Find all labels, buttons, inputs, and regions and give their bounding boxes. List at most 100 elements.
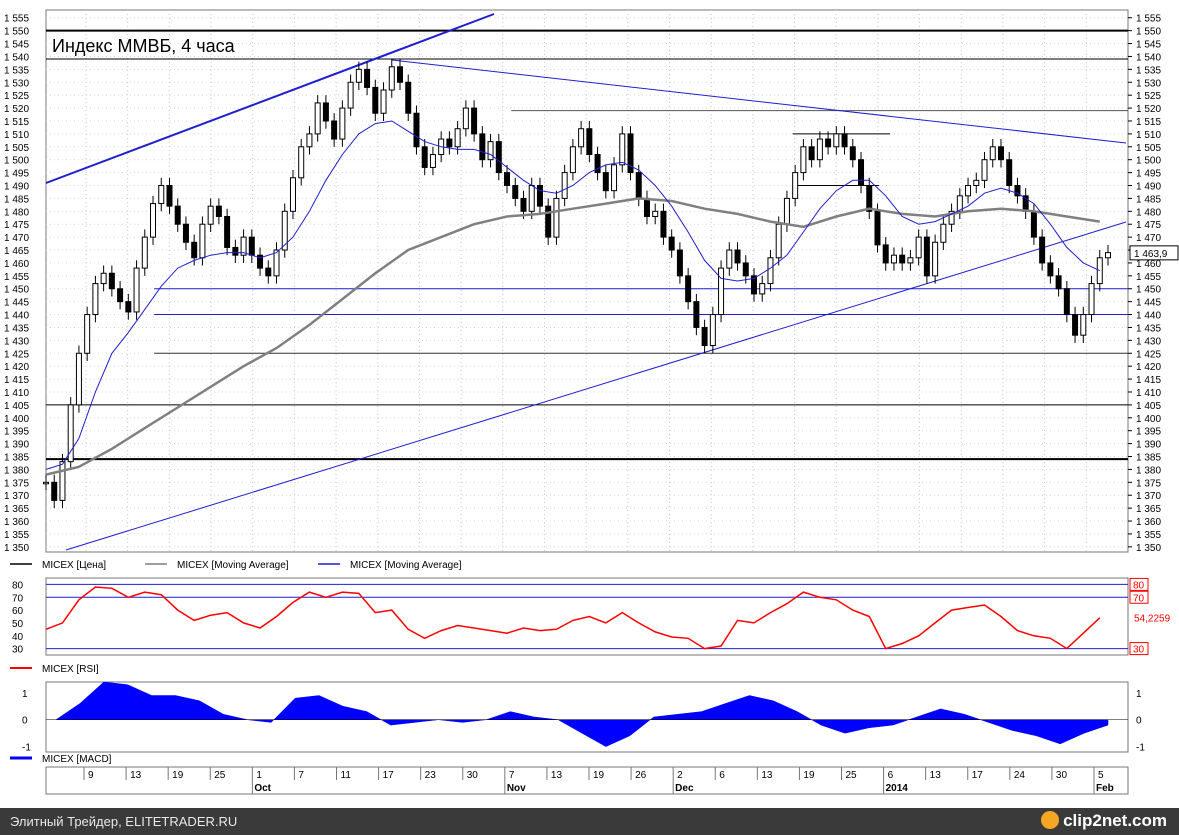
price-ytick-right: 1 555 bbox=[1136, 14, 1161, 25]
price-candle-body bbox=[948, 210, 955, 225]
footer-bar: Элитный Трейдер, ELITETRADER.RU clip2net… bbox=[0, 808, 1179, 835]
rsi-reference-tag bbox=[1129, 577, 1149, 591]
price-candle-body bbox=[956, 195, 963, 212]
legend-entry: MICEX [Цена] bbox=[42, 560, 106, 571]
trendline-lower-rising bbox=[65, 221, 1127, 551]
price-candle-body bbox=[528, 185, 535, 212]
price-ytick-left: 1 405 bbox=[4, 401, 29, 412]
price-candle-body bbox=[67, 404, 74, 463]
price-ytick-right: 1 420 bbox=[1136, 362, 1161, 373]
price-candle-body bbox=[141, 236, 148, 269]
price-candle-body bbox=[133, 267, 140, 313]
rsi-line bbox=[45, 586, 1101, 650]
price-candle-body bbox=[981, 159, 988, 181]
macd-ytick-right: 1 bbox=[1136, 689, 1142, 700]
macd-ytick-right: 0 bbox=[1136, 716, 1142, 727]
price-ytick-left: 1 435 bbox=[4, 323, 29, 334]
price-candle-body bbox=[289, 177, 296, 212]
price-ytick-left: 1 485 bbox=[4, 194, 29, 205]
price-candle-body bbox=[92, 283, 99, 316]
price-candle-body bbox=[1063, 288, 1070, 316]
x-day-label: 2 bbox=[677, 770, 683, 781]
price-candle-body bbox=[660, 210, 667, 238]
price-candle-body bbox=[989, 146, 996, 161]
price-candle-body bbox=[150, 203, 157, 238]
price-candle-body bbox=[635, 172, 642, 199]
price-ytick-right: 1 360 bbox=[1136, 517, 1161, 528]
rsi-ytick-left: 50 bbox=[12, 619, 24, 630]
price-candle-body bbox=[240, 236, 247, 256]
price-candle-body bbox=[1055, 275, 1062, 290]
price-candle-body bbox=[487, 141, 494, 161]
price-ytick-right: 1 500 bbox=[1136, 156, 1161, 167]
price-ytick-left: 1 500 bbox=[4, 156, 29, 167]
price-candle-body bbox=[890, 254, 897, 264]
price-ytick-left: 1 385 bbox=[4, 453, 29, 464]
rsi-reference-label: 30 bbox=[1133, 645, 1145, 656]
price-candle-body bbox=[627, 133, 634, 174]
price-candle-body bbox=[536, 185, 543, 207]
price-ytick-right: 1 380 bbox=[1136, 465, 1161, 476]
price-ytick-left: 1 515 bbox=[4, 117, 29, 128]
price-candle-body bbox=[701, 326, 708, 347]
price-ytick-left: 1 535 bbox=[4, 65, 29, 76]
price-ytick-right: 1 385 bbox=[1136, 453, 1161, 464]
price-candle-body bbox=[191, 241, 198, 259]
price-candle-body bbox=[1014, 185, 1021, 197]
price-candle-body bbox=[446, 138, 453, 148]
price-candle-body bbox=[273, 249, 280, 277]
macd-ytick-left: 1 bbox=[22, 689, 28, 700]
price-candle-body bbox=[355, 68, 362, 83]
price-candle-body bbox=[51, 481, 58, 501]
price-ytick-right: 1 485 bbox=[1136, 194, 1161, 205]
price-candle-body bbox=[825, 138, 832, 148]
x-day-label: 13 bbox=[761, 770, 773, 781]
price-ytick-right: 1 375 bbox=[1136, 478, 1161, 489]
price-ytick-right: 1 505 bbox=[1136, 143, 1161, 154]
price-ytick-right: 1 415 bbox=[1136, 375, 1161, 386]
price-ytick-left: 1 530 bbox=[4, 78, 29, 89]
macd-ytick-left: -1 bbox=[22, 743, 31, 754]
price-candle-body bbox=[59, 461, 66, 501]
price-candle-body bbox=[504, 172, 511, 187]
price-candle-body bbox=[1006, 159, 1013, 187]
price-candle-body bbox=[380, 89, 387, 114]
price-ytick-right: 1 370 bbox=[1136, 491, 1161, 502]
price-ytick-left: 1 510 bbox=[4, 130, 29, 141]
price-ytick-right: 1 475 bbox=[1136, 220, 1161, 231]
price-ytick-right: 1 350 bbox=[1136, 543, 1161, 554]
price-candle-body bbox=[899, 254, 906, 264]
moving-average-fast-line bbox=[45, 120, 1101, 470]
chart-title: Индекс ММВБ, 4 часа bbox=[52, 36, 236, 56]
price-candle-body bbox=[471, 107, 478, 135]
price-candle-body bbox=[915, 236, 922, 259]
price-ytick-left: 1 390 bbox=[4, 440, 29, 451]
price-candle-body bbox=[322, 102, 329, 122]
trendline-upper-rising bbox=[45, 13, 495, 184]
footer-brand[interactable]: clip2net.com bbox=[1041, 811, 1167, 831]
price-candle-body bbox=[199, 223, 206, 259]
price-candle-body bbox=[643, 197, 650, 217]
price-candle-body bbox=[1080, 314, 1087, 336]
price-candle-body bbox=[158, 185, 165, 205]
price-ytick-left: 1 415 bbox=[4, 375, 29, 386]
price-candle-body bbox=[100, 272, 107, 285]
rsi-ytick-left: 30 bbox=[12, 645, 24, 656]
price-candle-body bbox=[520, 197, 527, 212]
price-ytick-right: 1 390 bbox=[1136, 440, 1161, 451]
price-candle-body bbox=[75, 352, 82, 406]
macd-ytick-right: -1 bbox=[1136, 743, 1145, 754]
price-candle-body bbox=[1030, 210, 1037, 238]
price-candle-body bbox=[619, 133, 626, 166]
price-candle-body bbox=[676, 249, 683, 277]
price-candle-body bbox=[413, 112, 420, 148]
price-candle-body bbox=[973, 179, 980, 187]
price-candle-body bbox=[117, 288, 124, 303]
x-day-label: 30 bbox=[1056, 770, 1068, 781]
price-ytick-right: 1 410 bbox=[1136, 388, 1161, 399]
price-candle-body bbox=[429, 154, 436, 168]
x-day-label: 26 bbox=[635, 770, 647, 781]
price-ytick-right: 1 550 bbox=[1136, 27, 1161, 38]
price-ytick-left: 1 450 bbox=[4, 285, 29, 296]
footer-brand-label: clip2net.com bbox=[1063, 811, 1167, 830]
